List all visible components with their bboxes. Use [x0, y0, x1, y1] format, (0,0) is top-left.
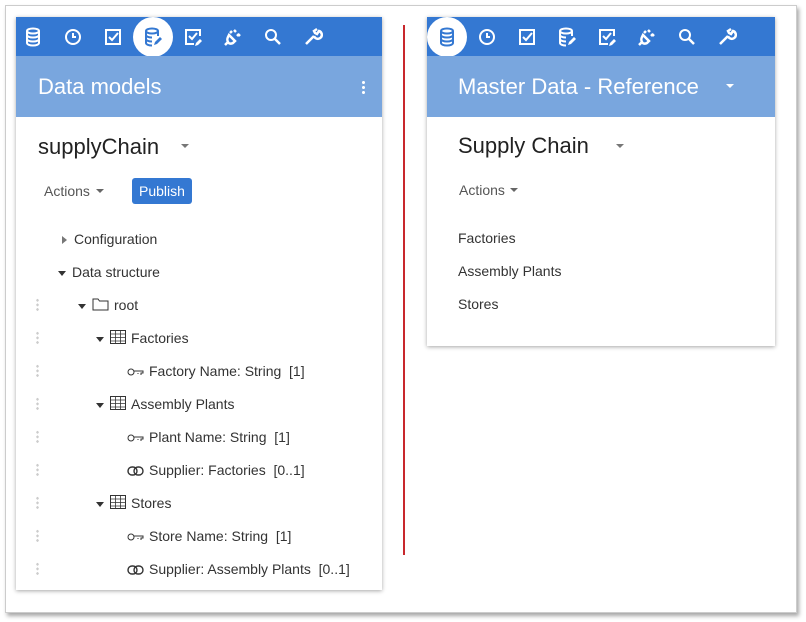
model-name: supplyChain [38, 134, 160, 159]
tree-item-label: Assembly Plants [131, 396, 235, 412]
actions-label: Actions [44, 183, 90, 199]
tree-item[interactable]: Supplier: Factories [0..1] [127, 460, 305, 480]
table-icon [110, 329, 126, 349]
header-dropdown-icon[interactable] [726, 84, 734, 88]
drag-handle[interactable] [36, 529, 39, 543]
item-factories[interactable]: Factories [458, 230, 516, 246]
key-icon [127, 362, 144, 382]
tree-item[interactable]: Store Name: String [1] [127, 526, 291, 546]
actions-menu[interactable]: Actions [459, 182, 518, 198]
panel-title: Master Data - Reference [458, 74, 699, 99]
tree-item[interactable]: Data structure [58, 262, 160, 282]
toolbar [13, 17, 382, 57]
chevron-down-icon [95, 189, 104, 193]
table-icon [110, 395, 126, 415]
expanded-triangle-icon[interactable] [96, 402, 104, 408]
checkbox-icon[interactable] [93, 17, 132, 56]
tree-item[interactable]: Stores [96, 493, 171, 513]
checklist-edit-icon[interactable] [587, 17, 626, 56]
tree-item-label: Configuration [74, 231, 158, 247]
tree-item[interactable]: Assembly Plants [96, 394, 234, 414]
tree-item[interactable]: Plant Name: String [1] [127, 427, 290, 447]
plug-icon[interactable] [627, 17, 666, 56]
database-icon[interactable] [427, 17, 467, 57]
actions-label: Actions [459, 182, 505, 198]
clock-icon[interactable] [53, 17, 92, 56]
expanded-triangle-icon[interactable] [96, 501, 104, 507]
model-dropdown-icon[interactable] [616, 144, 624, 148]
link-icon [127, 560, 144, 580]
search-icon[interactable] [253, 17, 292, 56]
drag-handle[interactable] [36, 331, 39, 345]
drag-handle[interactable] [36, 298, 39, 312]
expanded-triangle-icon[interactable] [78, 303, 86, 309]
master-data-panel: Master Data - Reference Supply Chain Act… [427, 17, 775, 346]
divider [403, 25, 405, 555]
link-icon [127, 461, 144, 481]
publish-button[interactable]: Publish [132, 178, 192, 204]
panel-title: Data models [38, 74, 162, 99]
database-edit-icon[interactable] [547, 17, 586, 56]
item-assembly-plants[interactable]: Assembly Plants [458, 263, 562, 279]
tree-item[interactable]: root [78, 295, 138, 315]
expanded-triangle-icon[interactable] [96, 336, 104, 342]
tree-item-label: Data structure [72, 264, 160, 280]
item-stores[interactable]: Stores [458, 296, 499, 312]
wrench-icon[interactable] [293, 17, 332, 56]
tree-item[interactable]: Factory Name: String [1] [127, 361, 305, 381]
drag-handle[interactable] [36, 463, 39, 477]
tree-item[interactable]: Factories [96, 328, 189, 348]
drag-handle[interactable] [36, 397, 39, 411]
key-icon [127, 428, 144, 448]
tree-item[interactable]: Supplier: Assembly Plants [0..1] [127, 559, 350, 579]
tree-item-label: Stores [131, 495, 172, 511]
collapsed-triangle-icon[interactable] [62, 236, 67, 245]
table-icon [110, 494, 126, 514]
model-name: Supply Chain [458, 133, 589, 158]
plug-icon[interactable] [213, 17, 252, 56]
checklist-edit-icon[interactable] [173, 17, 212, 56]
toolbar [427, 17, 775, 57]
more-menu-icon[interactable] [362, 80, 365, 94]
drag-handle[interactable] [36, 430, 39, 444]
panel-header: Data models [16, 56, 382, 117]
drag-handle[interactable] [36, 562, 39, 576]
key-icon [127, 527, 144, 547]
data-models-panel: Data models supplyChain Actions Publish … [16, 17, 382, 590]
database-edit-icon[interactable] [133, 17, 173, 57]
chevron-down-icon [509, 188, 518, 192]
database-icon[interactable] [13, 17, 52, 56]
panel-header: Master Data - Reference [427, 56, 775, 117]
model-dropdown-icon[interactable] [181, 144, 189, 148]
search-icon[interactable] [667, 17, 706, 56]
tree-item-label: root [114, 297, 139, 313]
folder-icon [92, 296, 109, 316]
tree-item[interactable]: Configuration [62, 229, 157, 249]
actions-menu[interactable]: Actions [44, 183, 104, 199]
wrench-icon[interactable] [707, 17, 746, 56]
tree-item-label: Supplier: Factories [0..1] [149, 462, 305, 478]
tree-item-label: Plant Name: String [1] [149, 429, 290, 445]
tree-item-label: Store Name: String [1] [149, 528, 292, 544]
tree-item-label: Factories [131, 330, 189, 346]
clock-icon[interactable] [467, 17, 506, 56]
tree-item-label: Supplier: Assembly Plants [0..1] [149, 561, 350, 577]
tree-item-label: Factory Name: String [1] [149, 363, 305, 379]
drag-handle[interactable] [36, 496, 39, 510]
expanded-triangle-icon[interactable] [58, 270, 66, 276]
checkbox-icon[interactable] [507, 17, 546, 56]
drag-handle[interactable] [36, 364, 39, 378]
